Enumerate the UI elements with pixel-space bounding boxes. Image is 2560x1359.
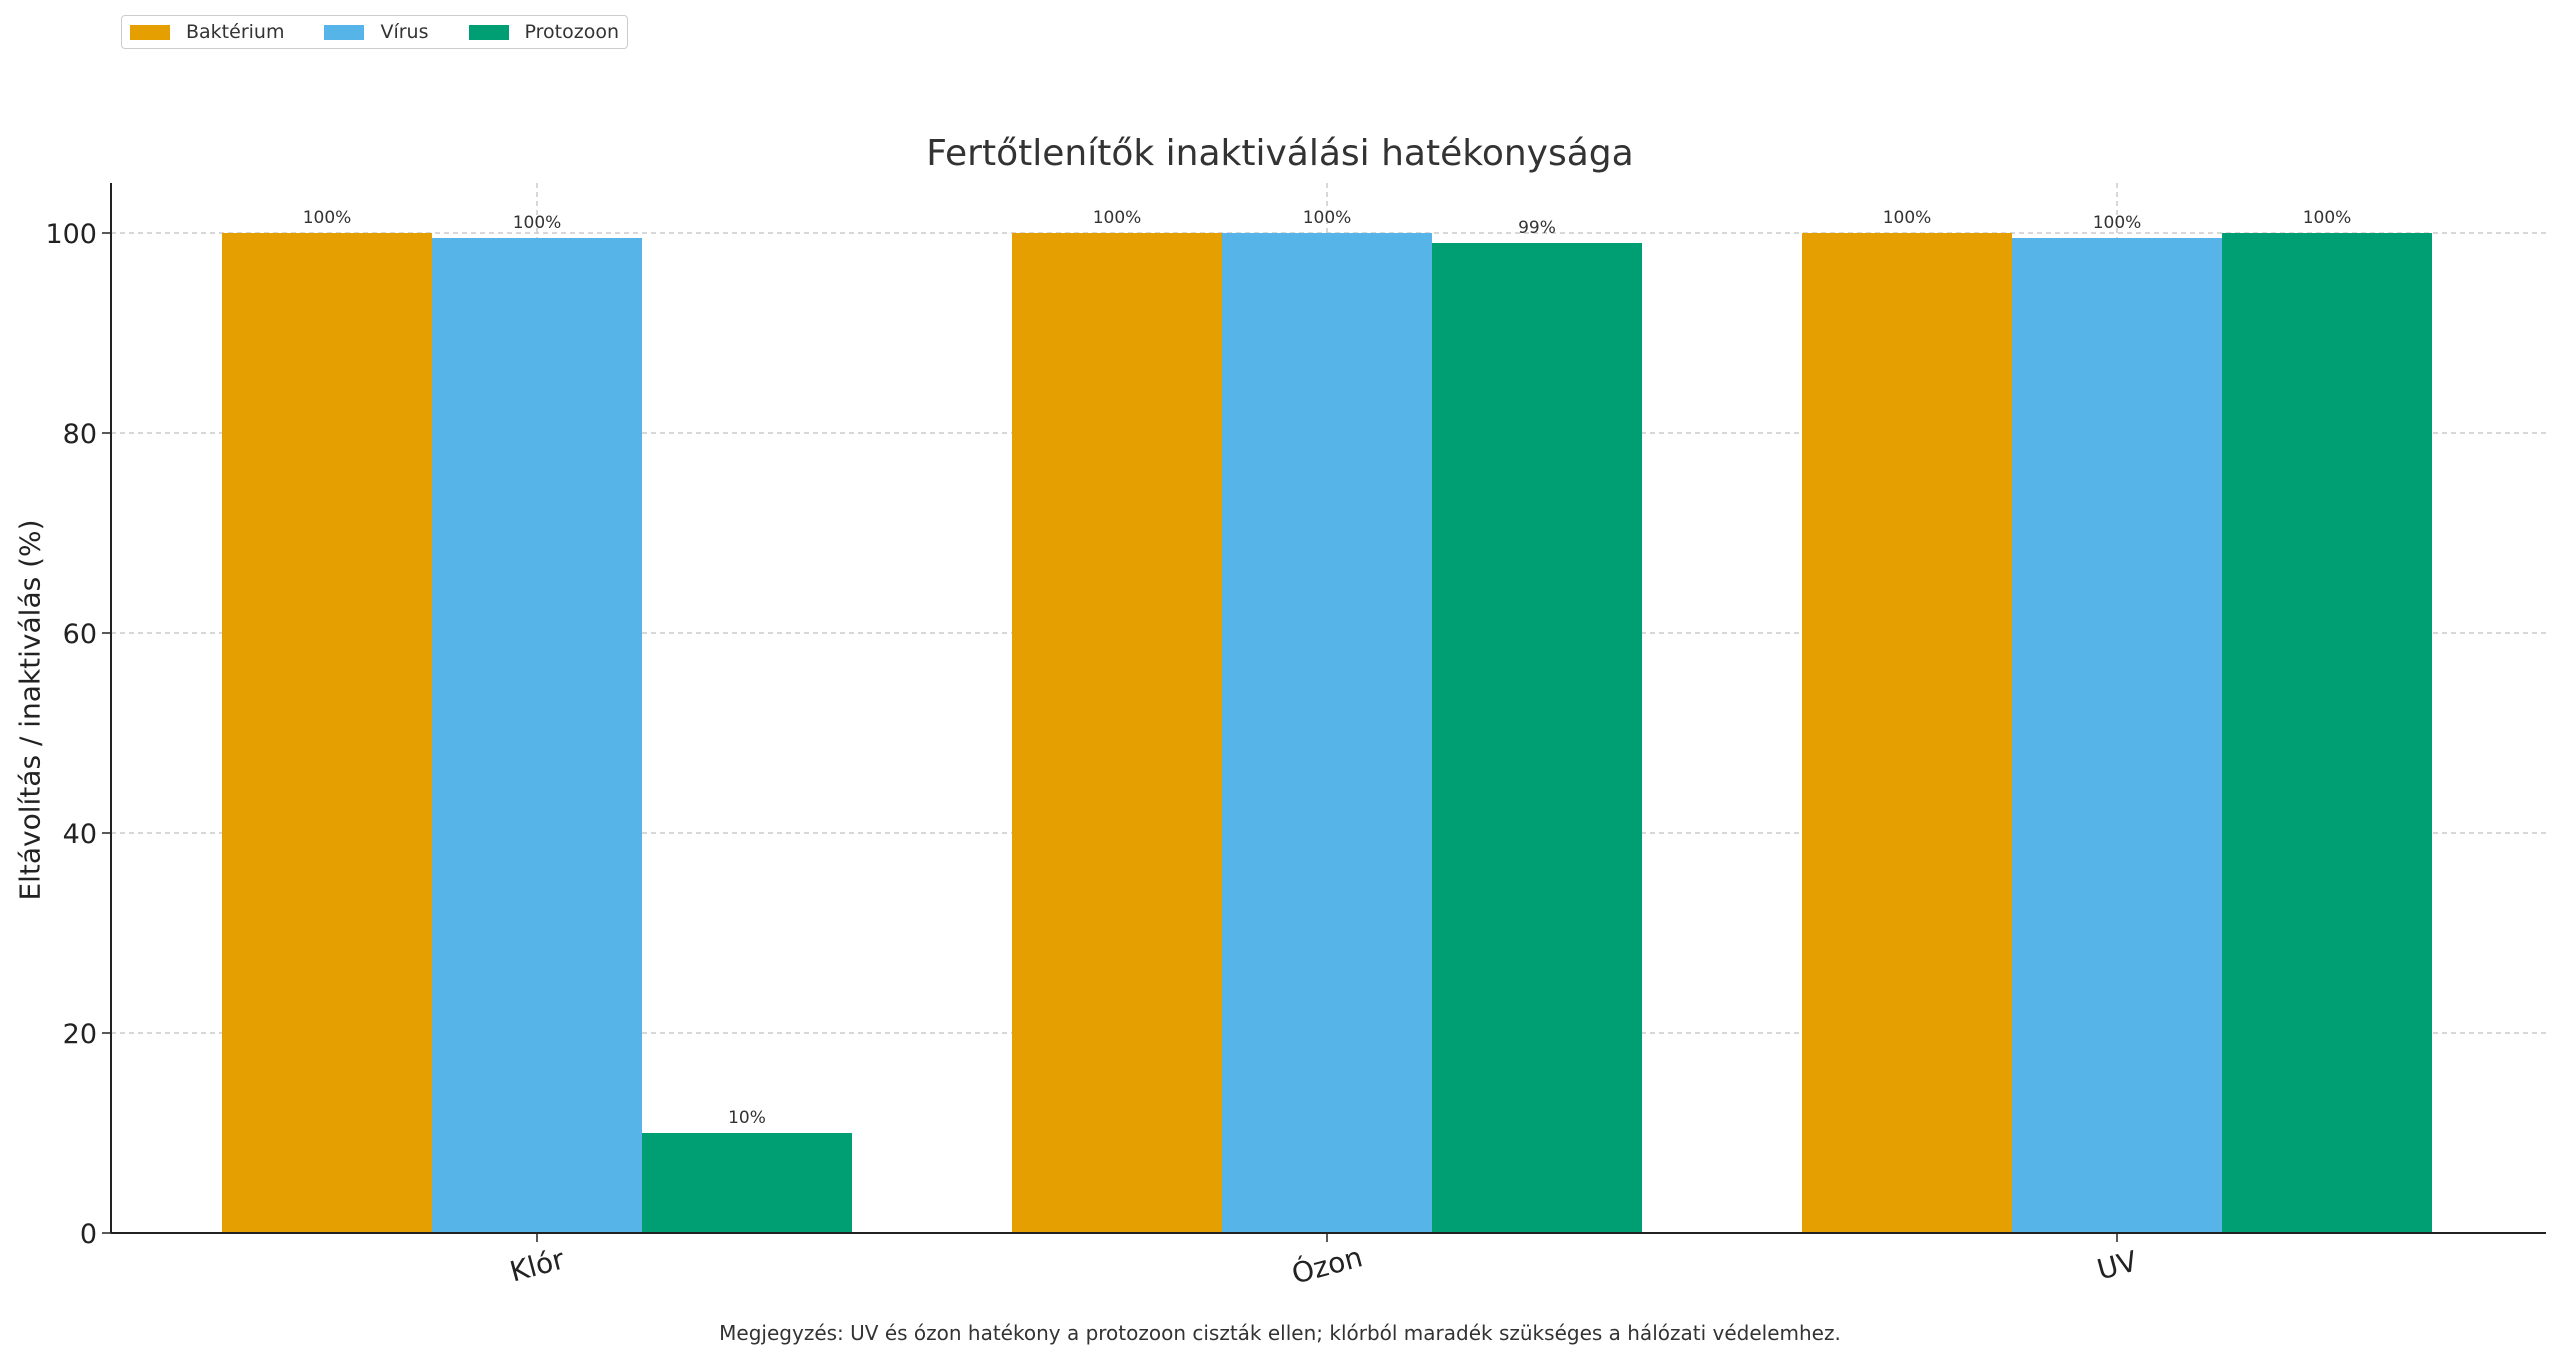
bar-baktérium: [1802, 233, 2012, 1233]
legend-label: Vírus: [380, 21, 429, 43]
y-tick-label: 60: [63, 619, 97, 650]
bar-marks: [222, 233, 2432, 1233]
legend-swatch: [324, 24, 365, 40]
bar-protozoon: [2222, 233, 2432, 1233]
legend-label: Baktérium: [186, 21, 285, 43]
legend-swatch: [130, 24, 170, 40]
bar-value-label: 100%: [513, 213, 562, 233]
y-tick-label: 80: [63, 419, 97, 450]
bar-value-label: 100%: [1303, 208, 1352, 228]
legend-item-bakterium: Baktérium: [130, 21, 284, 43]
bar-baktérium: [222, 233, 432, 1233]
y-tick-label: 40: [63, 819, 97, 850]
bar-value-label: 10%: [728, 1108, 766, 1128]
x-tick-label: UV: [2094, 1244, 2141, 1286]
legend-label: Protozoon: [524, 21, 619, 43]
chart-note: Megjegyzés: UV és ózon hatékony a protoz…: [719, 1321, 1841, 1345]
legend-item-protozoon: Protozoon: [468, 21, 619, 43]
y-tick-label: 100: [45, 219, 97, 250]
bar-vírus: [2012, 238, 2222, 1233]
y-tick-label: 0: [80, 1219, 97, 1250]
bar-protozoon: [642, 1133, 852, 1233]
bar-value-label: 100%: [303, 208, 352, 228]
bar-baktérium: [1012, 233, 1222, 1233]
legend: Baktérium Vírus Protozoon: [121, 15, 628, 49]
y-tick-label: 20: [63, 1019, 97, 1050]
legend-item-virus: Vírus: [324, 21, 429, 43]
legend-swatch: [468, 24, 509, 40]
bar-value-label: 100%: [1093, 208, 1142, 228]
bar-value-label: 99%: [1518, 218, 1556, 238]
bar-protozoon: [1432, 243, 1642, 1233]
x-tick-label: Ózon: [1288, 1239, 1366, 1290]
bar-value-label: 100%: [2303, 208, 2352, 228]
chart-title: Fertőtlenítők inaktiválási hatékonysága: [926, 133, 1634, 174]
bar-vírus: [1222, 233, 1432, 1233]
x-tick-label: Klór: [506, 1242, 568, 1288]
data-labels: 100% 100% 10% 100% 100% 99% 100% 100% 100%: [303, 208, 2352, 1128]
y-axis-label: Eltávolítás / inaktiválás (%): [13, 519, 47, 901]
bar-value-label: 100%: [2093, 213, 2142, 233]
bar-value-label: 100%: [1883, 208, 1932, 228]
bar-vírus: [432, 238, 642, 1233]
